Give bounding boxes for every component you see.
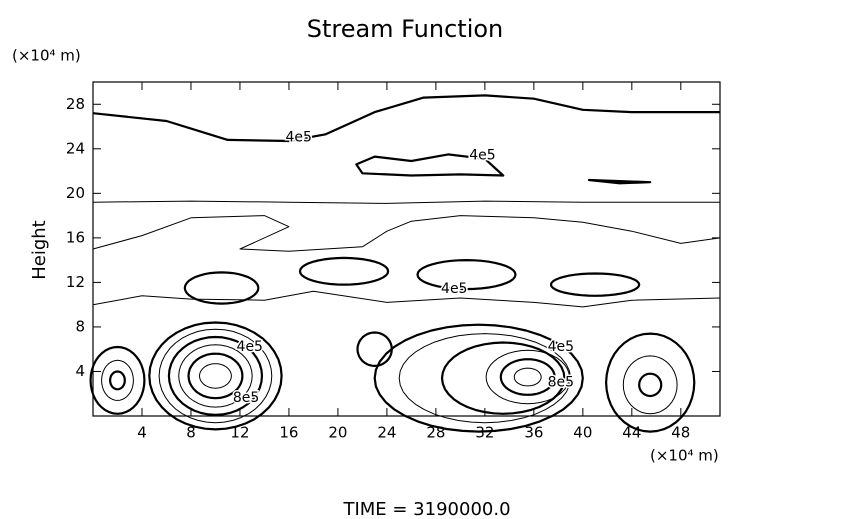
contour-line bbox=[183, 271, 260, 305]
contour-line bbox=[398, 333, 572, 424]
contour-line bbox=[199, 363, 232, 389]
contour-label: 4e5 bbox=[548, 339, 574, 355]
y-tick-label: 16 bbox=[66, 228, 85, 246]
contour-line bbox=[416, 259, 517, 291]
chart-title: Stream Function bbox=[307, 15, 504, 43]
plot-frame bbox=[92, 81, 721, 417]
contour-line bbox=[101, 359, 134, 401]
contour-line bbox=[587, 178, 652, 185]
footer: TIME = 3190000.0 bbox=[342, 499, 510, 519]
x-tick-label: 16 bbox=[279, 424, 298, 442]
contour-line bbox=[92, 200, 720, 204]
contour-label: 4e5 bbox=[237, 339, 263, 355]
contour-line bbox=[355, 153, 505, 177]
x-tick-label: 48 bbox=[671, 424, 690, 442]
contour-label: 4e5 bbox=[441, 281, 467, 297]
contour-label: 8e5 bbox=[233, 390, 259, 406]
contour-line bbox=[298, 256, 390, 286]
contour-line bbox=[485, 349, 570, 405]
contour-line bbox=[92, 290, 721, 308]
y-tick-label: 4 bbox=[75, 362, 85, 380]
x-tick-label: 40 bbox=[573, 424, 592, 442]
contour-line bbox=[158, 328, 273, 424]
contour-line bbox=[638, 372, 663, 398]
contour-line bbox=[187, 352, 244, 400]
contour-line bbox=[356, 331, 393, 367]
x-tick-label: 24 bbox=[377, 424, 396, 442]
y-tick-label: 24 bbox=[66, 139, 85, 157]
y-tick-label: 12 bbox=[66, 273, 85, 291]
contour-line bbox=[549, 272, 641, 297]
contour-line bbox=[148, 321, 283, 431]
contour-line bbox=[92, 215, 721, 252]
contour-line bbox=[499, 358, 556, 396]
contour-line bbox=[167, 335, 264, 416]
x-tick-label: 32 bbox=[475, 424, 494, 442]
contour-line bbox=[605, 332, 696, 433]
contour-label: 8e5 bbox=[548, 375, 574, 391]
x-tick-label: 8 bbox=[186, 424, 196, 442]
contour-label: 4e5 bbox=[286, 130, 312, 146]
contour-line bbox=[109, 370, 126, 391]
x-tick-label: 36 bbox=[524, 424, 543, 442]
contour-line bbox=[513, 367, 542, 387]
x-tick-label: 12 bbox=[230, 424, 249, 442]
contour-line bbox=[622, 355, 678, 415]
y-axis-label: Height bbox=[29, 220, 50, 280]
y-tick-label: 20 bbox=[66, 184, 85, 202]
contour-line bbox=[92, 94, 720, 143]
contour-line bbox=[178, 344, 253, 408]
x-tick-label: 4 bbox=[137, 424, 147, 442]
y-tick-label: 8 bbox=[75, 317, 85, 335]
x-tick-label: 20 bbox=[328, 424, 347, 442]
contour-line bbox=[440, 341, 566, 415]
contour-label: 4e5 bbox=[469, 147, 495, 163]
y-unit: (×10⁴ m) bbox=[12, 47, 81, 65]
x-unit: (×10⁴ m) bbox=[650, 447, 719, 465]
y-tick-label: 28 bbox=[66, 95, 85, 113]
contour-line bbox=[373, 323, 584, 433]
contour-line bbox=[89, 345, 146, 415]
